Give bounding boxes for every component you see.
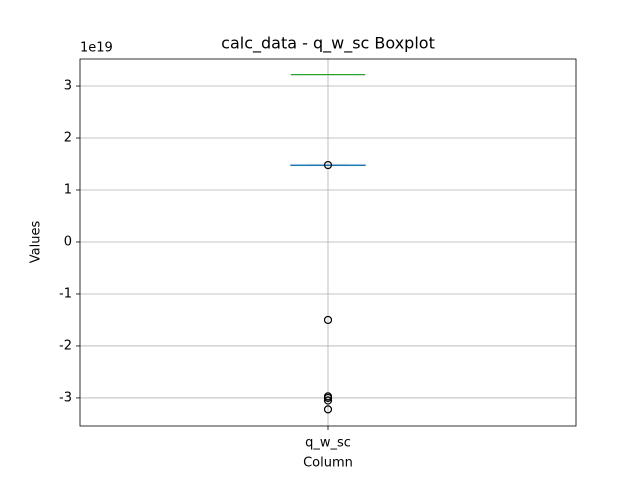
flier — [323, 405, 333, 414]
y-offset-label: 1e19 — [80, 41, 113, 56]
chart-title: calc_data - q_w_sc Boxplot — [221, 34, 435, 54]
flier — [323, 160, 333, 170]
y-axis-label: Values — [29, 221, 44, 264]
y-tick-label: 0 — [64, 234, 72, 249]
y-tick-label: 1 — [64, 182, 72, 197]
flier — [323, 393, 333, 403]
x-axis-label: Column — [303, 456, 353, 471]
y-tick-label: -3 — [59, 390, 72, 405]
y-tick-label: -2 — [59, 338, 72, 353]
box — [290, 164, 366, 167]
y-tick-label: 3 — [64, 79, 72, 94]
x-tick-label: q_w_sc — [305, 436, 351, 451]
y-tick-label: -1 — [59, 286, 72, 301]
plot-frame — [79, 58, 577, 427]
flier — [323, 315, 333, 325]
y-tick-label: 2 — [64, 131, 72, 146]
flier — [323, 396, 333, 405]
